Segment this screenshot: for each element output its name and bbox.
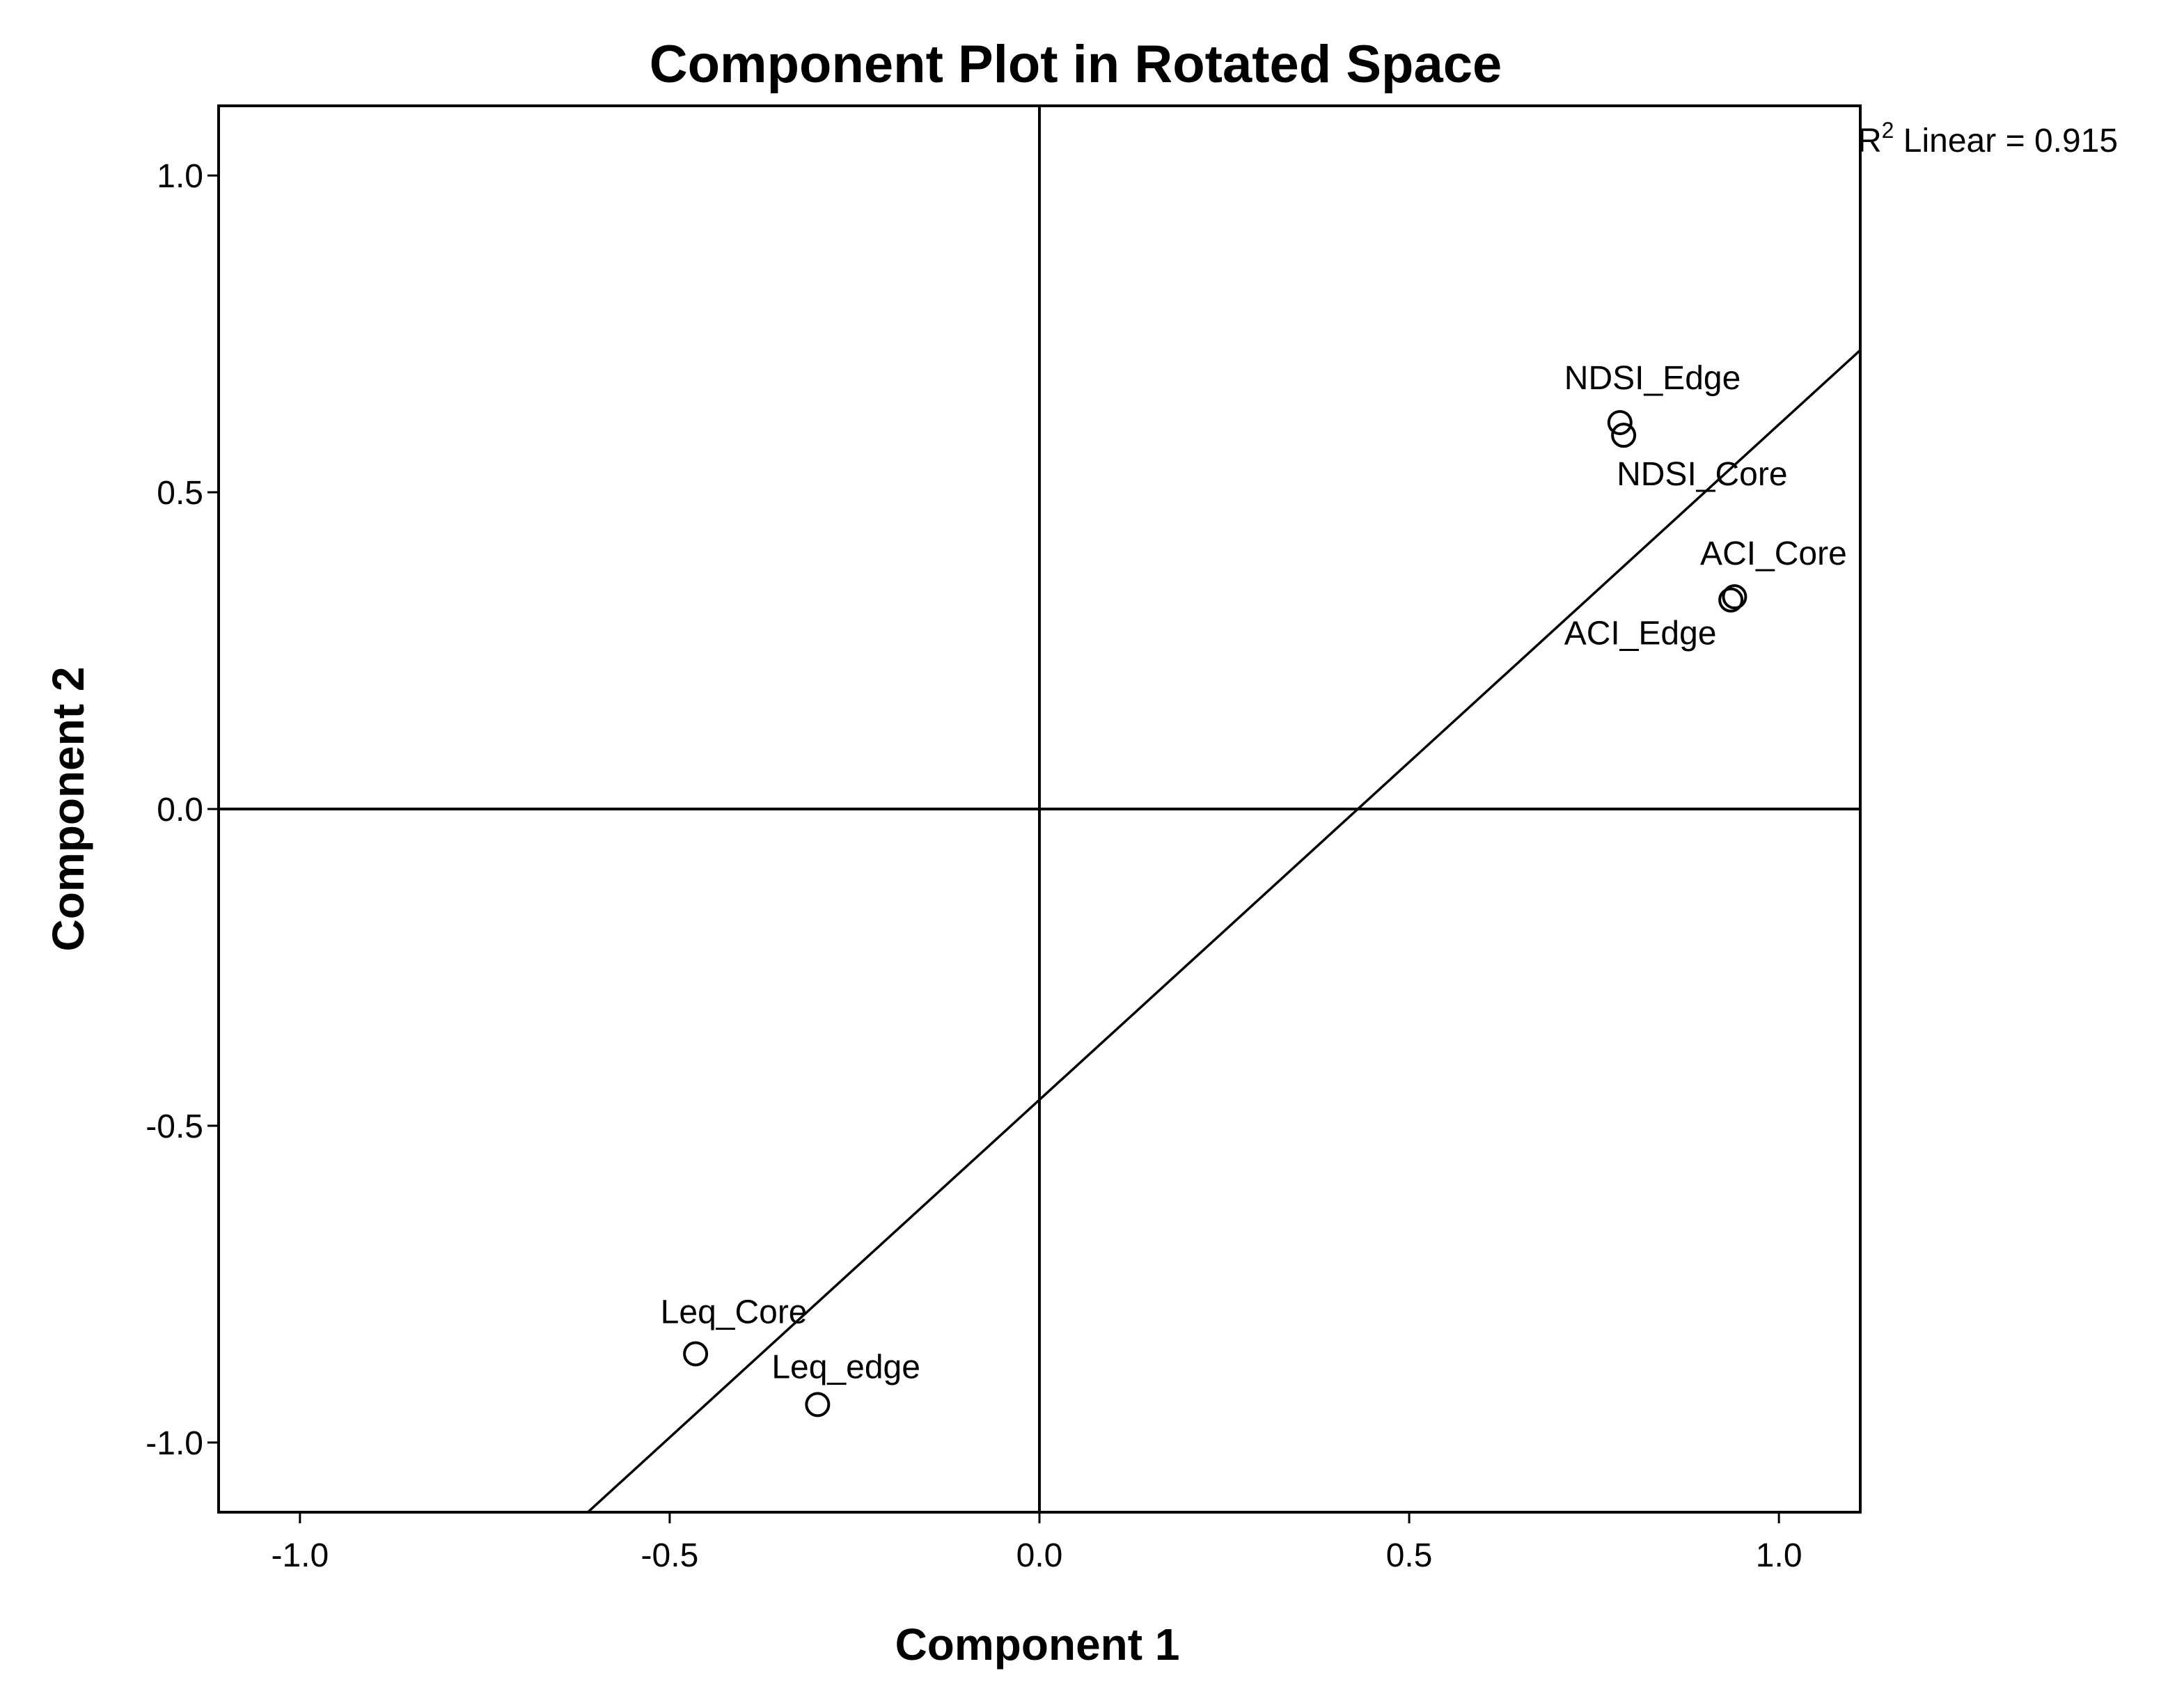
- data-point: [1611, 423, 1637, 448]
- x-tick-label: -1.0: [271, 1537, 329, 1574]
- x-axis-ticks: -1.0 -0.5 0.0 0.5 1.0: [271, 1512, 1802, 1574]
- data-point-label: NDSI_Edge: [1564, 360, 1741, 397]
- data-point: [683, 1341, 709, 1367]
- x-tick-label: -0.5: [641, 1537, 699, 1574]
- y-tick-label: 0.5: [157, 475, 203, 512]
- y-tick-label: 0.0: [157, 792, 203, 829]
- data-point: [1722, 584, 1747, 610]
- chart-title: Component Plot in Rotated Space: [650, 35, 1502, 94]
- reference-lines: [219, 106, 1860, 1512]
- x-tick-label: 1.0: [1756, 1537, 1802, 1574]
- data-point: [1718, 587, 1744, 613]
- y-tick-label: -0.5: [146, 1108, 203, 1145]
- fit-line: [587, 349, 1862, 1514]
- r2-main: R: [1857, 123, 1882, 159]
- x-tick-label: 0.5: [1386, 1537, 1433, 1574]
- data-point-label: Leq_edge: [771, 1349, 920, 1385]
- r2-annotation: R2 Linear = 0.915: [1857, 118, 2118, 159]
- data-points: NDSI_Edge NDSI_Core ACI_Core ACI_Edge Leq_Co…: [661, 360, 1847, 1418]
- y-tick-label: -1.0: [146, 1425, 203, 1462]
- data-point-label: ACI_Core: [1700, 535, 1847, 572]
- data-point-label: NDSI_Core: [1617, 456, 1787, 493]
- y-axis-label: Component 2: [43, 667, 93, 952]
- y-tick-label: 1.0: [157, 158, 203, 195]
- data-point-label: Leq_Core: [661, 1294, 808, 1331]
- fit-line-group: [587, 349, 1862, 1514]
- r2-rest: Linear = 0.915: [1894, 123, 2118, 159]
- r2-sup: 2: [1882, 118, 1894, 143]
- x-axis-label: Component 1: [895, 1619, 1180, 1670]
- data-point: [805, 1392, 831, 1418]
- data-point-label: ACI_Edge: [1564, 615, 1717, 652]
- y-axis-ticks: -1.0 -0.5 0.0 0.5 1.0: [146, 158, 219, 1462]
- x-tick-label: 0.0: [1016, 1537, 1063, 1574]
- data-point: [1607, 409, 1633, 435]
